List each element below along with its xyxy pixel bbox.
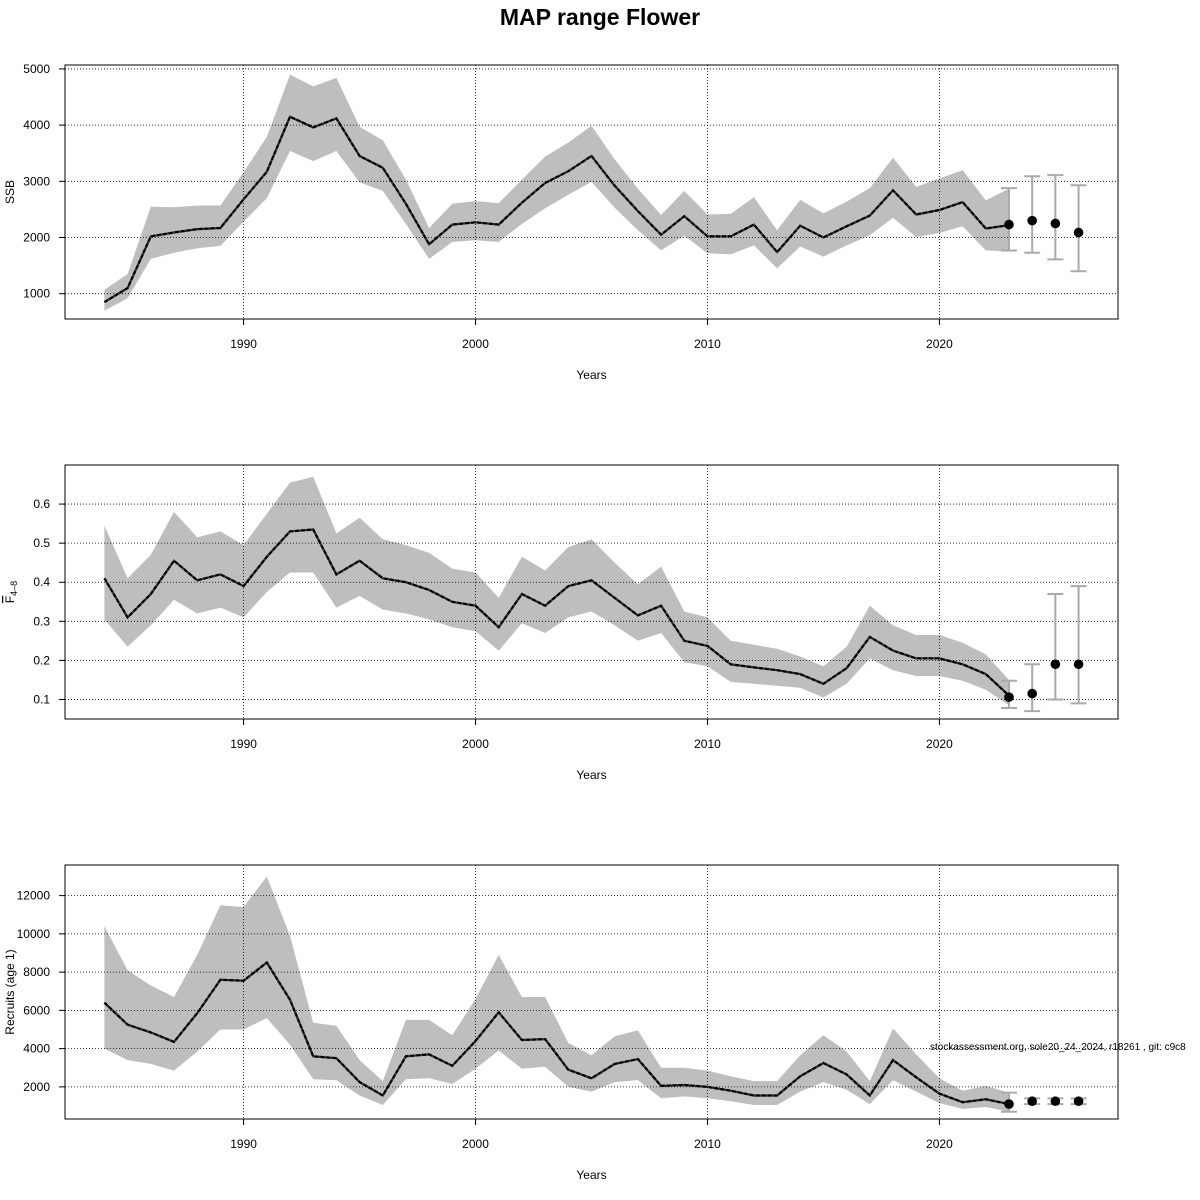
fbar-forecast-point <box>1050 659 1061 670</box>
fbar-x-tick-label: 2020 <box>926 737 953 751</box>
ssb-estimate-dashes <box>103 115 1010 304</box>
ssb-confidence-band <box>104 74 1009 311</box>
fbar-forecast-point <box>1027 688 1037 699</box>
fbar-y-tick-label: 0.6 <box>33 497 50 511</box>
recruits-forecast-point <box>1004 1099 1014 1109</box>
recruits-x-tick-label: 1990 <box>230 1137 257 1151</box>
fbar-plot-frame <box>64 464 1119 720</box>
recruits-forecast-point <box>1050 1096 1061 1107</box>
recruits-y-tick-label: 4000 <box>23 1042 50 1056</box>
recruits-y-tick-label: 12000 <box>17 889 51 903</box>
fbar-x-tick-label: 1990 <box>230 737 257 751</box>
fbar-panel: 1990 2000 2010 2020 0.1 0.2 0.3 0.4 0.5 0.6 Years F… <box>3 464 1119 782</box>
chart-title: MAP range Flower <box>500 4 700 30</box>
fbar-confidence-band <box>104 476 1009 706</box>
ssb-x-axis-label: Years <box>576 368 606 382</box>
ssb-plot-frame <box>64 64 1119 320</box>
recruits-x-tick-label: 2020 <box>926 1137 953 1151</box>
ssb-y-tick-label: 2000 <box>23 231 50 245</box>
recruits-estimate-dashes <box>103 960 1010 1106</box>
recruits-y-tick-label: 8000 <box>23 965 50 979</box>
ssb-y-tick-label: 4000 <box>23 118 50 132</box>
fbar-x-tick-label: 2000 <box>462 737 489 751</box>
ssb-panel: 1990 2000 2010 2020 1000 2000 3000 4000 5000 Year… <box>3 62 1119 382</box>
ssb-x-tick-label: 2000 <box>462 337 489 351</box>
fbar-x-axis-label: Years <box>576 768 606 782</box>
ssb-y-tick-label: 3000 <box>23 174 50 188</box>
ssb-y-axis-label: SSB <box>3 180 17 204</box>
ssb-x-tick-label: 2020 <box>926 337 953 351</box>
ssb-forecast-point <box>1050 218 1061 229</box>
recruits-y-axis-label: Recruits (age 1) <box>3 949 17 1034</box>
recruits-plot-frame <box>64 864 1119 1120</box>
ssb-y-tick-label: 1000 <box>23 287 50 301</box>
ssb-y-tick-label: 5000 <box>23 62 50 76</box>
fbar-forecast-point <box>1004 692 1014 702</box>
fbar-y-axis-label-sub: 4–8 <box>9 581 19 596</box>
fbar-y-axis-label-main: F <box>3 596 17 603</box>
fbar-y-tick-label: 0.4 <box>33 575 50 589</box>
recruits-x-tick-label: 2010 <box>694 1137 721 1151</box>
fbar-x-tick-label: 2010 <box>694 737 721 751</box>
ssb-x-tick-label: 1990 <box>230 337 257 351</box>
recruits-y-tick-label: 10000 <box>17 927 51 941</box>
ssb-forecast-point <box>1073 227 1084 238</box>
ssb-x-tick-label: 2010 <box>694 337 721 351</box>
fbar-y-tick-label: 0.5 <box>33 536 50 550</box>
fbar-y-axis-label: F4–8 <box>3 581 19 603</box>
footnote: stockassessment.org, sole20_24_2024, r18… <box>930 1042 1186 1053</box>
ssb-forecast-point <box>1027 215 1037 226</box>
fbar-y-tick-label: 0.2 <box>33 653 50 667</box>
recruits-y-tick-label: 6000 <box>23 1003 50 1017</box>
recruits-forecast-point <box>1073 1096 1084 1107</box>
recruits-confidence-band <box>104 876 1009 1112</box>
fbar-y-tick-label: 0.1 <box>33 692 50 706</box>
recruits-panel: 1990 2000 2010 2020 2000 4000 6000 8000 10000 120… <box>3 864 1119 1182</box>
ssb-forecast-point <box>1004 219 1014 230</box>
recruits-x-axis-label: Years <box>576 1168 606 1182</box>
fbar-forecast-point <box>1073 659 1084 670</box>
fbar-y-tick-label: 0.3 <box>33 614 50 628</box>
recruits-forecast-point <box>1027 1096 1037 1107</box>
recruits-y-tick-label: 2000 <box>23 1080 50 1094</box>
recruits-x-tick-label: 2000 <box>462 1137 489 1151</box>
fbar-estimate-dashes <box>103 528 1010 697</box>
